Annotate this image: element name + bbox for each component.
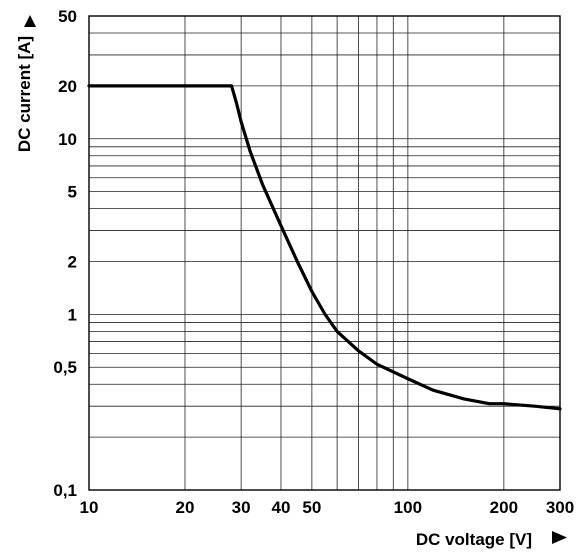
y-tick-labels: 0,1 0,5 1 2 5 10 20 50	[53, 7, 77, 500]
series-line	[87, 84, 562, 411]
y-tick-label: 50	[58, 7, 77, 26]
plot-frame	[88, 15, 561, 491]
y-tick-label: 2	[68, 253, 77, 272]
y-tick-label: 1	[68, 305, 77, 324]
x-tick-label: 40	[272, 498, 291, 517]
x-tick-label: 20	[176, 498, 195, 517]
y-tick-label: 5	[68, 183, 77, 202]
x-axis-title: DC voltage [V]	[416, 530, 532, 549]
x-tick-label: 300	[546, 498, 574, 517]
y-tick-label: 0,1	[53, 481, 77, 500]
y-tick-label: 20	[58, 77, 77, 96]
x-tick-label: 100	[394, 498, 422, 517]
y-tick-label: 0,5	[53, 358, 77, 377]
x-tick-labels: 10 20 30 40 50 100 200 300	[80, 498, 575, 517]
y-tick-label: 10	[58, 130, 77, 149]
up-triangle-icon	[24, 15, 36, 27]
x-tick-label: 30	[232, 498, 251, 517]
right-triangle-icon	[552, 531, 567, 544]
x-tick-label: 200	[490, 498, 518, 517]
x-tick-label: 50	[302, 498, 321, 517]
grid	[89, 16, 560, 490]
y-axis-title: DC current [A]	[15, 36, 34, 152]
x-tick-label: 10	[80, 498, 99, 517]
